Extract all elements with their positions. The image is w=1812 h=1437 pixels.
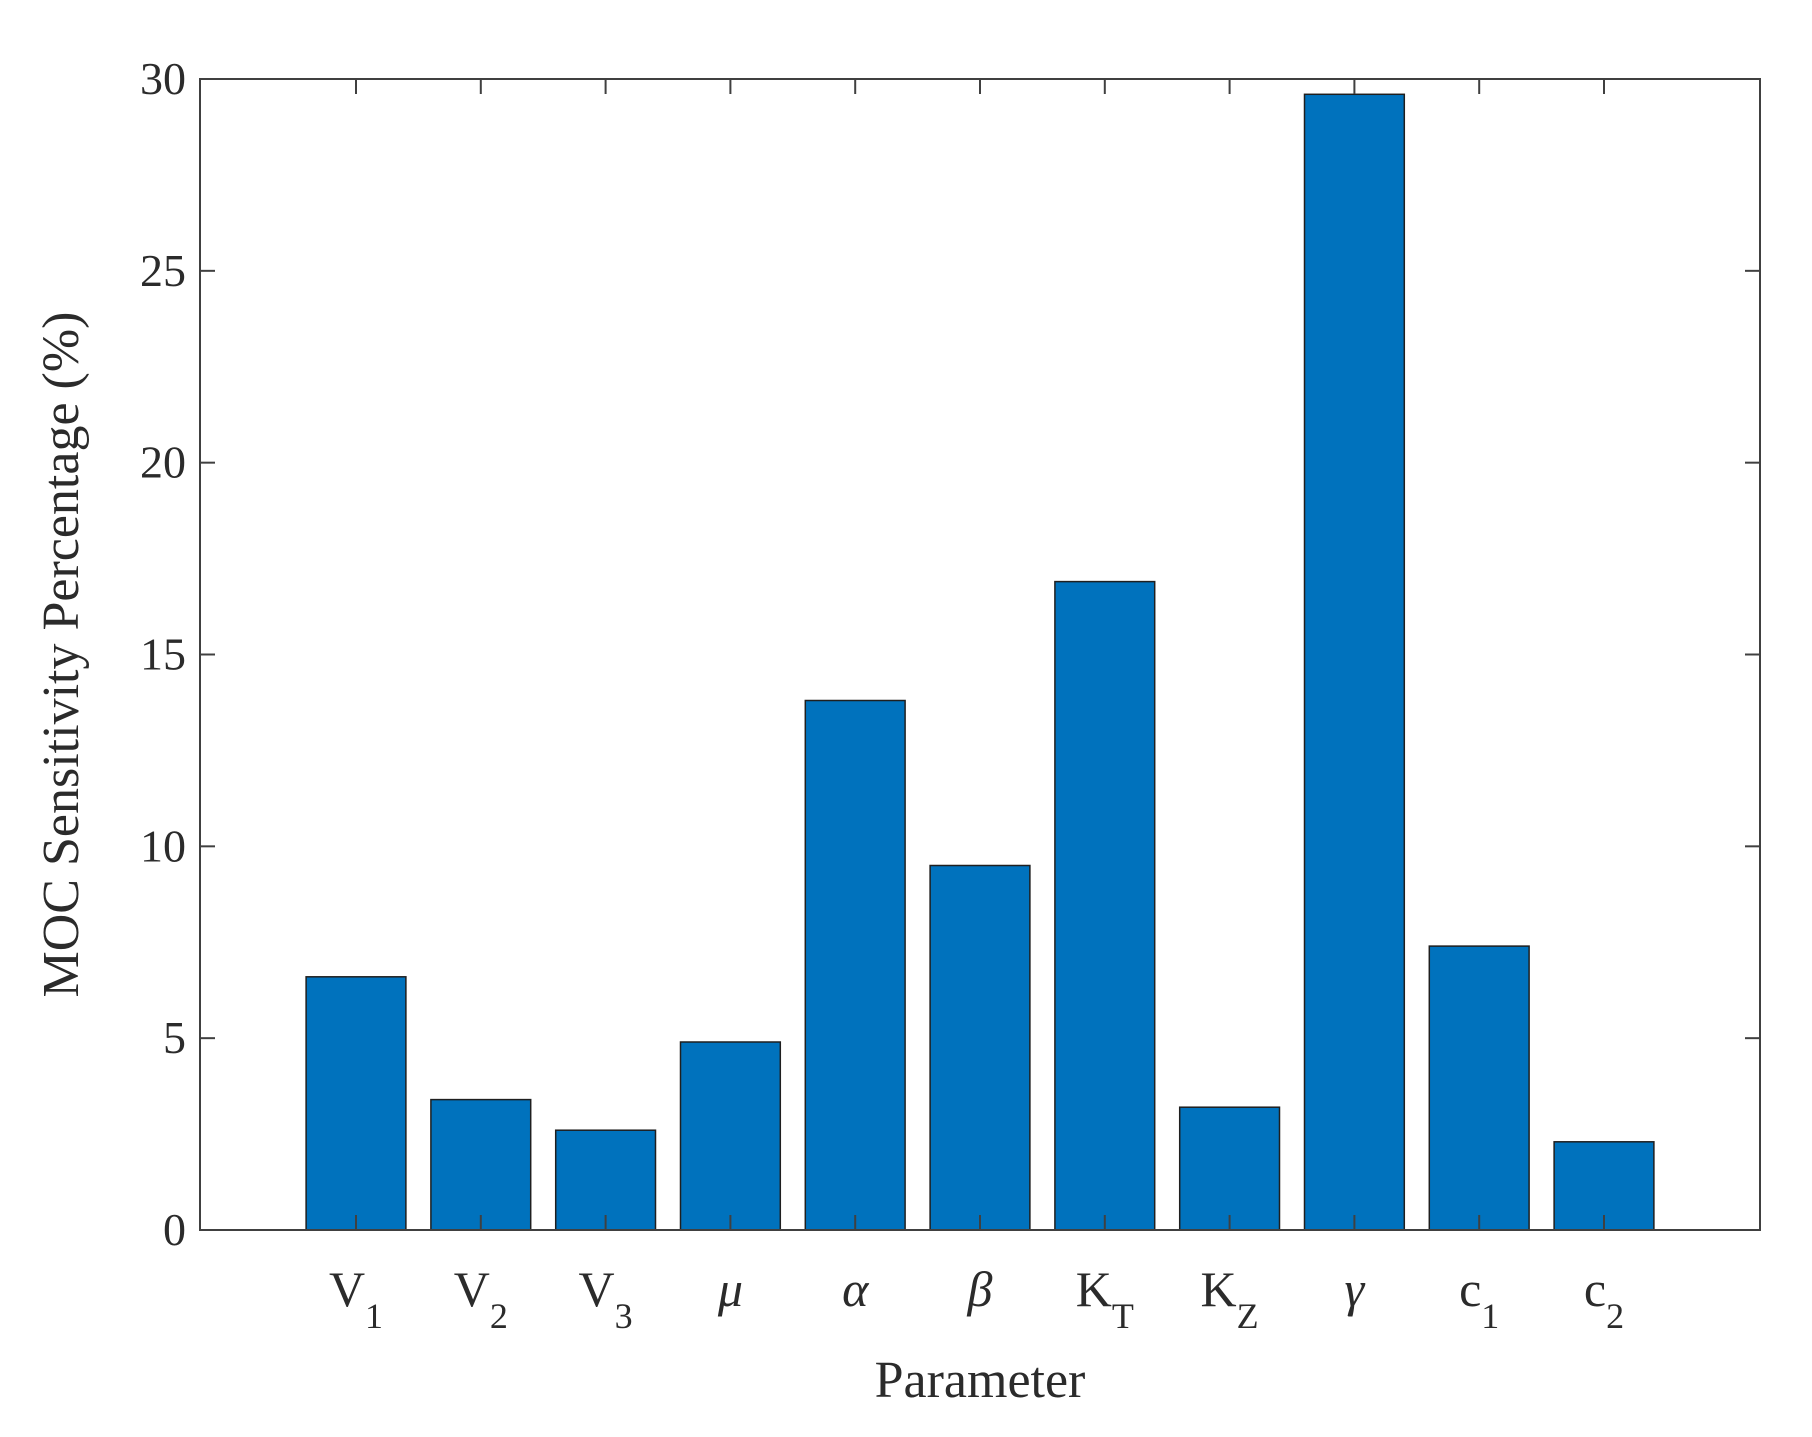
bar-4 [804,699,906,1231]
x-axis: V1 V2 V3 μ α β KT KZ γ c1 c2 [329,79,1624,1336]
x-tick-label-9: c1 [1459,1261,1499,1336]
bar-0 [305,976,407,1231]
x-tick-label-7: KZ [1201,1261,1259,1336]
y-axis-label: MOC Sensitivity Percentage (%) [33,312,90,998]
bars-group [305,93,1655,1231]
y-tick-label-3: 15 [140,629,186,680]
bar-6 [1054,580,1156,1231]
y-tick-label-4: 20 [140,437,186,488]
x-tick-label-8: γ [1345,1261,1366,1317]
bar-8 [1303,93,1406,1231]
x-tick-label-5: β [967,1261,993,1317]
bar-1 [430,1098,532,1231]
x-tick-label-4: α [842,1261,870,1317]
y-tick-label-5: 25 [140,245,186,296]
bar-5 [929,864,1031,1231]
x-tick-label-0: V1 [329,1261,383,1336]
y-tick-label-2: 10 [140,820,186,871]
x-tick-label-10: c2 [1584,1261,1624,1336]
y-axis: 0 5 10 15 20 25 30 [140,53,1760,1255]
y-tick-label-0: 0 [163,1204,186,1255]
bar-2 [554,1129,657,1231]
x-tick-label-3: μ [717,1261,743,1317]
x-axis-label: Parameter [875,1352,1086,1409]
bar-7 [1178,1106,1281,1231]
y-tick-label-6: 30 [140,53,186,104]
y-tick-label-1: 5 [163,1012,186,1063]
x-tick-label-2: V3 [579,1261,633,1336]
bar-3 [679,1041,782,1231]
bar-9 [1428,945,1530,1231]
x-tick-label-1: V2 [454,1261,508,1336]
x-tick-label-6: KT [1076,1261,1134,1336]
